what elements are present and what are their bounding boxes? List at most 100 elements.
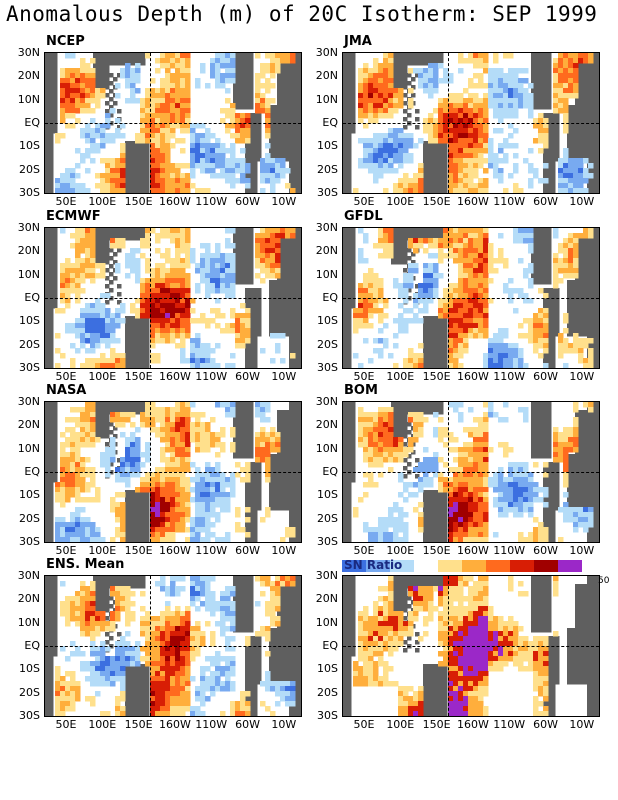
dateline [149,228,151,368]
x-tick-label: 60W [533,370,558,383]
y-tick-label: 20S [19,685,40,699]
legend-swatch [462,560,486,572]
x-tick-label: 50E [55,718,77,731]
y-tick-label: EQ [322,465,338,478]
y-tick-label: 20N [315,592,338,606]
dateline [149,576,151,716]
y-tick-label: 20S [317,511,338,525]
y-tick-label: 20S [317,337,338,351]
x-tick-label: 60W [235,370,260,383]
y-tick-label: 30N [315,395,338,408]
y-tick-label: EQ [24,465,40,478]
map-panel [44,575,302,717]
x-tick-label: 100E [88,370,117,383]
legend-swatch [438,560,462,572]
x-tick-label: 10W [271,718,297,731]
x-tick-label: 60W [533,718,558,731]
map-panel [342,575,600,717]
x-tick-label: 10W [271,370,297,383]
panel-title: NCEP [46,34,85,49]
y-tick-label: 10N [315,615,338,629]
x-tick-label: 110W [493,544,526,557]
land-mask [45,53,301,193]
x-tick-label: 100E [88,544,117,557]
y-tick-label: 30S [19,186,40,199]
y-tick-label: 20S [317,162,338,176]
y-tick-label: 10S [19,139,40,153]
x-tick-label: 110W [195,544,228,557]
panel-title: NASA [46,383,87,398]
x-tick-label: 160W [456,718,489,731]
equator-line [343,123,599,124]
x-tick-label: 50E [55,195,77,208]
anomaly-field [353,402,594,542]
dateline [149,53,151,193]
land-mask [45,576,301,716]
x-tick-label: 160W [158,370,191,383]
sn-ratio-legend [342,560,582,572]
dateline [149,402,151,542]
y-tick-label: 10S [19,662,40,676]
y-tick-label: 10S [317,488,338,502]
figure-title: Anomalous Depth (m) of 20C Isotherm: SEP… [6,2,598,26]
anomaly-field [55,228,296,368]
equator-line [45,472,301,473]
legend-label: SN Ratio [344,558,403,572]
y-tick-label: 10N [315,441,338,455]
legend-max-label: 50 [598,576,610,586]
dateline [447,228,449,368]
panel-title: GFDL [344,209,383,224]
equator-line [343,298,599,299]
y-tick-label: 20N [315,418,338,432]
y-tick-label: 30N [17,395,40,408]
x-tick-label: 50E [353,370,375,383]
y-tick-label: 30S [317,709,338,722]
y-tick-label: 30N [17,569,40,582]
x-tick-label: 110W [493,195,526,208]
x-tick-label: 150E [422,718,451,731]
panel-title: BOM [344,383,378,398]
legend-swatch [486,560,510,572]
y-tick-label: 30N [315,46,338,59]
x-tick-label: 150E [422,544,451,557]
dateline [447,402,449,542]
y-tick-label: 30S [19,709,40,722]
y-tick-label: 20N [17,244,40,258]
anomaly-field [55,576,296,716]
legend-swatch [390,560,414,572]
y-tick-label: EQ [24,639,40,652]
map-panel [342,52,600,194]
y-tick-label: 20S [19,337,40,351]
x-tick-label: 50E [353,718,375,731]
x-tick-label: 150E [124,370,153,383]
y-tick-label: 10S [19,314,40,328]
x-tick-label: 110W [493,370,526,383]
x-tick-label: 150E [124,544,153,557]
panel-title: JMA [344,34,372,49]
y-tick-label: 30S [317,186,338,199]
anomaly-field [353,576,559,716]
legend-swatch [510,560,534,572]
land-mask [343,576,599,716]
x-tick-label: 100E [386,195,415,208]
y-tick-label: 30S [317,361,338,374]
x-tick-label: 150E [124,718,153,731]
y-tick-label: 30N [315,221,338,234]
y-tick-label: 20N [17,69,40,83]
map-panel [44,52,302,194]
x-tick-label: 10W [569,370,595,383]
anomaly-field [55,53,296,193]
legend-swatch [342,560,366,572]
x-tick-label: 150E [422,195,451,208]
x-tick-label: 100E [386,718,415,731]
y-tick-label: EQ [24,116,40,129]
equator-line [45,298,301,299]
y-tick-label: 20N [315,244,338,258]
y-tick-label: 20N [17,592,40,606]
x-tick-label: 160W [456,195,489,208]
y-tick-label: 10N [315,267,338,281]
y-tick-label: EQ [24,291,40,304]
anomaly-field [353,228,594,368]
y-tick-label: 20N [315,69,338,83]
y-tick-label: 20S [19,511,40,525]
